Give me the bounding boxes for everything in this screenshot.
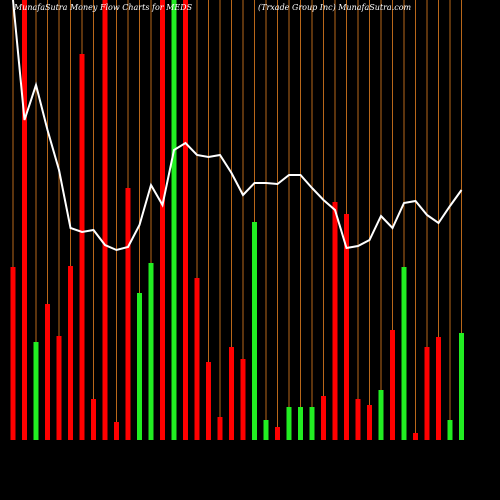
bar <box>45 304 50 440</box>
bar <box>298 407 303 440</box>
bar <box>68 266 73 440</box>
bar <box>286 407 292 440</box>
bar <box>22 0 27 440</box>
bar <box>459 333 464 440</box>
bar <box>33 342 39 440</box>
money-flow-line <box>12 0 463 252</box>
bar <box>206 362 211 440</box>
bar <box>367 405 372 440</box>
bar <box>91 399 96 440</box>
bar <box>160 0 165 440</box>
bar <box>275 427 280 440</box>
bar <box>378 390 384 440</box>
bar <box>240 359 246 440</box>
bar <box>447 420 453 440</box>
bar <box>148 263 154 440</box>
chart-subtitle: (Trxade Group Inc) MunafaSutra.com <box>258 3 412 12</box>
bar <box>56 336 62 440</box>
bar <box>229 347 234 440</box>
bar <box>424 347 430 440</box>
bar <box>79 54 85 440</box>
bar <box>125 188 131 440</box>
bar <box>390 330 395 440</box>
bars <box>10 0 464 440</box>
bar <box>344 214 349 440</box>
bar <box>183 0 188 440</box>
chart-title: MunafaSutra Money Flow Charts for MEDS <box>13 3 193 12</box>
bar <box>194 278 200 440</box>
bar <box>171 0 177 440</box>
bar <box>355 399 361 440</box>
bar <box>102 0 108 440</box>
bar <box>137 293 142 440</box>
lines <box>12 0 463 252</box>
bar <box>413 433 418 440</box>
bar <box>217 417 223 440</box>
bar <box>401 267 407 440</box>
bar <box>252 222 257 440</box>
bar <box>114 422 119 440</box>
bar <box>309 407 315 440</box>
bar <box>332 202 338 440</box>
bar <box>321 396 326 440</box>
bar <box>436 337 441 440</box>
bar <box>10 267 16 440</box>
bar <box>263 420 269 440</box>
